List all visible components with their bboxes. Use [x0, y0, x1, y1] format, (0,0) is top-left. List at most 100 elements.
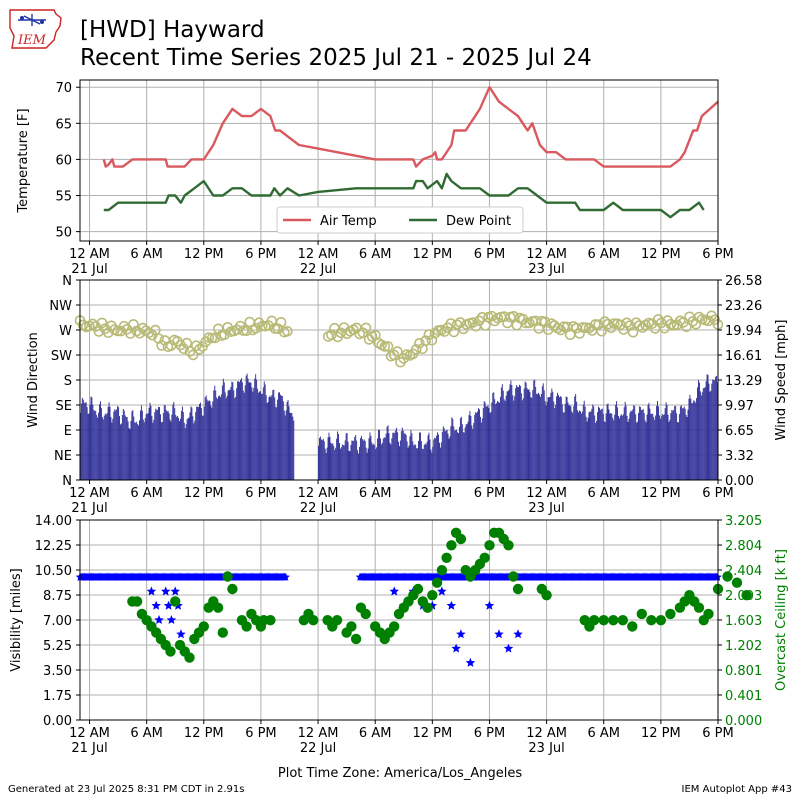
wind-speed-bar [275, 406, 277, 480]
wind-speed-bar [194, 420, 196, 480]
wind-direction-marker [209, 332, 221, 344]
wind-speed-bar [547, 397, 549, 480]
wind-direction-marker [272, 323, 284, 335]
y2-tick-label: 0.00 [725, 474, 754, 489]
wind-speed-bar [322, 438, 324, 480]
x-tick-label: 6 PM [702, 486, 733, 501]
ceiling-marker [308, 615, 319, 626]
wind-speed-bar [143, 422, 145, 480]
wind-speed-bar [629, 412, 631, 480]
wind-speed-bar [372, 444, 374, 480]
wind-speed-bar [479, 416, 481, 480]
x-tick-label: 6 PM [474, 247, 505, 262]
x-tick-label: 6 PM [474, 726, 505, 741]
wind-speed-bar [684, 408, 686, 480]
wind-speed-bar [119, 424, 121, 480]
wind-speed-bar [552, 391, 554, 480]
wind-direction-marker [423, 329, 435, 340]
wind-speed-bar [198, 406, 200, 480]
wind-speed-bar [243, 392, 245, 480]
wind-speed-bar [487, 405, 489, 480]
wind-speed-bar [685, 414, 687, 480]
wind-speed-bar [612, 417, 614, 480]
wind-speed-bar [663, 414, 665, 480]
wind-speed-bar [649, 408, 651, 480]
wind-speed-bar [562, 412, 564, 480]
wind-speed-bar [665, 402, 667, 480]
wind-speed-bar [584, 406, 586, 480]
wind-speed-bar [233, 390, 235, 480]
wind-speed-bar [375, 449, 377, 480]
wind-speed-bar [586, 421, 588, 480]
wind-speed-bar [551, 388, 553, 480]
x-tick-label: 12 AM [298, 247, 339, 262]
x-tick-label: 12 AM [526, 247, 567, 262]
wind-speed-bar [578, 410, 580, 480]
wind-speed-bar [339, 448, 341, 480]
wind-speed-bar [159, 407, 160, 480]
wind-speed-bar [267, 402, 269, 480]
wind-speed-bar [197, 406, 199, 480]
wind-direction-marker [206, 332, 218, 344]
wind-speed-bar [460, 416, 462, 480]
wind-speed-bar [123, 410, 125, 480]
wind-speed-bar [514, 396, 516, 480]
wind-speed-bar [680, 405, 682, 480]
wind-direction-marker [410, 344, 422, 355]
wind-speed-bar [90, 396, 92, 480]
wind-speed-bar [511, 384, 513, 480]
wind-speed-bar [124, 415, 126, 480]
wind-speed-bar [343, 445, 345, 480]
wind-speed-bar [190, 406, 192, 480]
wind-direction-marker [693, 311, 705, 323]
visibility-marker [494, 629, 504, 639]
wind-direction-marker [379, 341, 391, 352]
wind-speed-bar [448, 438, 450, 480]
wind-speed-bar [569, 404, 571, 480]
wind-speed-bar [227, 390, 229, 480]
wind-speed-bar [705, 381, 707, 480]
chart-title: [HWD] Hayward [80, 17, 265, 43]
wind-speed-bar [407, 447, 409, 480]
ceiling-marker [331, 615, 343, 626]
wind-speed-bar [667, 414, 669, 480]
wind-speed-bar [379, 438, 381, 480]
wind-speed-bar [405, 434, 407, 480]
wind-speed-bar [525, 382, 527, 480]
wind-direction-marker [627, 326, 639, 338]
wind-speed-bar [404, 433, 406, 480]
wind-speed-bar [485, 406, 487, 480]
wind-speed-bar [363, 439, 365, 480]
wind-speed-bar [670, 413, 672, 480]
wind-speed-bar [264, 384, 266, 480]
wind-speed-bar [439, 447, 441, 480]
wind-speed-bar [557, 392, 559, 480]
visibility-marker [170, 586, 180, 596]
wind-speed-bar [193, 423, 195, 480]
wind-speed-bar [520, 393, 522, 480]
wind-speed-bar [411, 433, 413, 480]
wind-speed-bar [132, 410, 134, 480]
wind-speed-bar [540, 393, 542, 480]
wind-speed-bar [203, 406, 205, 480]
wind-speed-bar [440, 442, 442, 480]
wind-speed-bar [244, 385, 246, 480]
wind-speed-bar [387, 425, 389, 480]
wind-speed-bar [281, 395, 283, 480]
wind-speed-bar [271, 394, 273, 480]
wind-speed-bar [560, 397, 562, 480]
wind-speed-bar [417, 448, 419, 480]
wind-speed-bar [679, 406, 681, 480]
y-axis-label-wind-direction: Wind Direction [26, 332, 41, 428]
wind-speed-bar [169, 419, 171, 480]
wind-speed-bar [349, 451, 351, 480]
wind-speed-bar [508, 389, 510, 480]
ceiling-marker [665, 608, 676, 620]
y2-tick-label: 16.61 [725, 349, 762, 364]
wind-speed-bar [578, 412, 579, 480]
legend-label-dew-point: Dew Point [446, 214, 511, 229]
wind-speed-bar [339, 443, 340, 480]
x-tick-label: 6 PM [474, 486, 505, 501]
wind-speed-bar [248, 382, 250, 480]
